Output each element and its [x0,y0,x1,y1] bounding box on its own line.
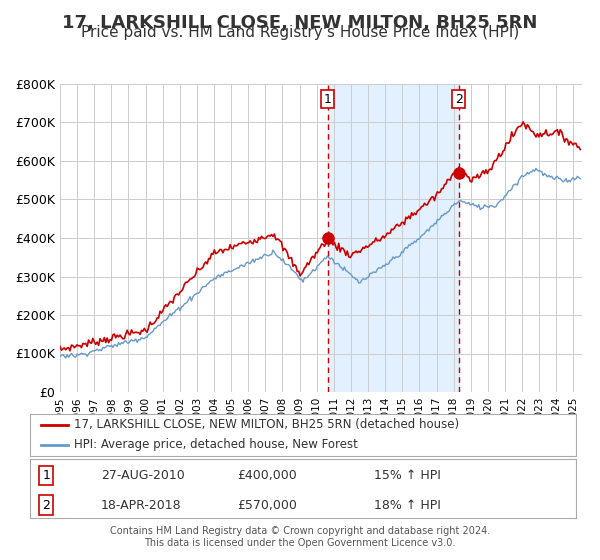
Text: 2: 2 [455,93,463,106]
Text: 2: 2 [43,498,50,512]
Text: 15% ↑ HPI: 15% ↑ HPI [374,469,441,482]
Text: 1: 1 [324,93,332,106]
Bar [328,84,458,392]
Text: 1: 1 [43,469,50,482]
Text: 18-APR-2018: 18-APR-2018 [101,498,182,512]
Text: £570,000: £570,000 [238,498,298,512]
Text: 27-AUG-2010: 27-AUG-2010 [101,469,185,482]
Text: Price paid vs. HM Land Registry's House Price Index (HPI): Price paid vs. HM Land Registry's House … [81,25,519,40]
Text: 18% ↑ HPI: 18% ↑ HPI [374,498,441,512]
Text: HPI: Average price, detached house, New Forest: HPI: Average price, detached house, New … [74,438,358,451]
Text: £400,000: £400,000 [238,469,297,482]
Text: 17, LARKSHILL CLOSE, NEW MILTON, BH25 5RN: 17, LARKSHILL CLOSE, NEW MILTON, BH25 5R… [62,14,538,32]
Text: 17, LARKSHILL CLOSE, NEW MILTON, BH25 5RN (detached house): 17, LARKSHILL CLOSE, NEW MILTON, BH25 5R… [74,418,459,431]
Text: This data is licensed under the Open Government Licence v3.0.: This data is licensed under the Open Gov… [145,538,455,548]
Text: Contains HM Land Registry data © Crown copyright and database right 2024.: Contains HM Land Registry data © Crown c… [110,526,490,536]
